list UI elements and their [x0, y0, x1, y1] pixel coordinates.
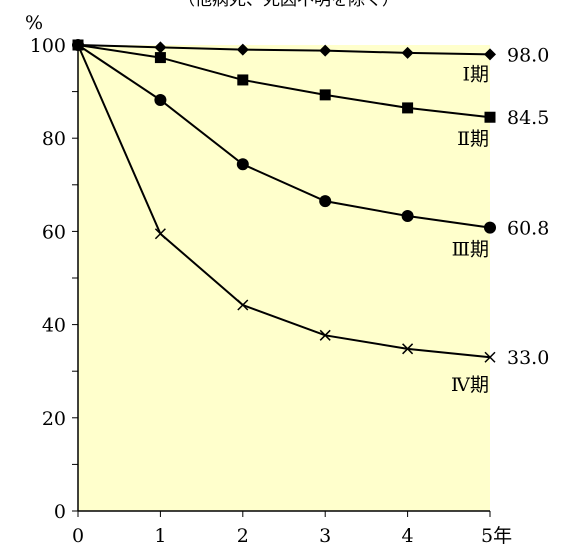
series-line-3	[77, 44, 491, 229]
data-point-square	[484, 111, 496, 123]
y-tick-label: 60	[42, 221, 66, 243]
y-tick-label: 100	[30, 35, 66, 57]
data-point-diamond	[484, 48, 496, 61]
y-axis-unit-label: %	[25, 12, 43, 34]
x-tick-label: 3	[319, 525, 331, 547]
series-group	[72, 39, 496, 363]
series-name-label: Ⅲ期	[452, 239, 489, 261]
axes-group	[72, 44, 491, 517]
x-tick-label: 0	[72, 525, 84, 547]
plot-area-background	[78, 45, 490, 511]
data-point-circle	[401, 210, 414, 223]
series-name-label: Ⅰ期	[462, 63, 489, 85]
data-point-x	[484, 351, 496, 363]
series-end-value-label: 98.0	[507, 44, 549, 66]
chart-note: （他病死、死因不明を除く）	[178, 0, 399, 10]
x-marker-stroke	[484, 351, 496, 363]
x-tick-label: 4	[402, 525, 414, 547]
data-point-x	[237, 299, 249, 311]
data-point-diamond	[319, 44, 332, 57]
x-marker-stroke	[402, 343, 414, 355]
data-point-circle	[236, 158, 249, 171]
x-marker-stroke	[237, 299, 249, 311]
data-point-x	[154, 228, 166, 240]
series-end-value-label: 33.0	[507, 347, 549, 369]
series-end-value-label: 60.8	[507, 218, 549, 240]
data-point-square	[319, 89, 331, 101]
y-tick-label: 0	[54, 501, 66, 523]
y-tick-label: 20	[42, 408, 66, 430]
series-end-value-label: 84.5	[507, 107, 549, 129]
data-point-diamond	[154, 41, 167, 54]
y-tick-label: 40	[42, 315, 66, 337]
data-point-square	[402, 102, 414, 114]
data-point-x	[319, 329, 331, 341]
labels-group: （他病死、死因不明を除く）% 0 20 40 60 80 100 0 1 2 3 4 5年 98.0 Ⅰ期 8…	[25, 0, 549, 547]
data-point-diamond	[401, 46, 414, 59]
data-point-square	[237, 74, 249, 86]
data-point-square	[154, 52, 166, 64]
data-point-circle	[319, 195, 332, 208]
x-tick-label: 1	[154, 525, 166, 547]
x-marker-stroke	[154, 228, 166, 240]
series-name-label: Ⅱ期	[457, 128, 489, 150]
data-point-diamond	[236, 43, 249, 56]
series-line-2	[77, 44, 491, 119]
x-marker-stroke	[319, 329, 331, 341]
series-line-4	[77, 44, 491, 359]
y-tick-label: 80	[42, 128, 66, 150]
series-name-label: Ⅳ期	[451, 374, 489, 396]
x-tick-label: 5年	[481, 525, 512, 547]
plot-background-group	[78, 45, 490, 511]
data-point-circle	[154, 93, 167, 106]
series-line-1	[77, 44, 491, 56]
data-point-circle	[484, 221, 496, 234]
x-tick-label: 2	[237, 525, 249, 547]
data-point-x	[402, 343, 414, 355]
